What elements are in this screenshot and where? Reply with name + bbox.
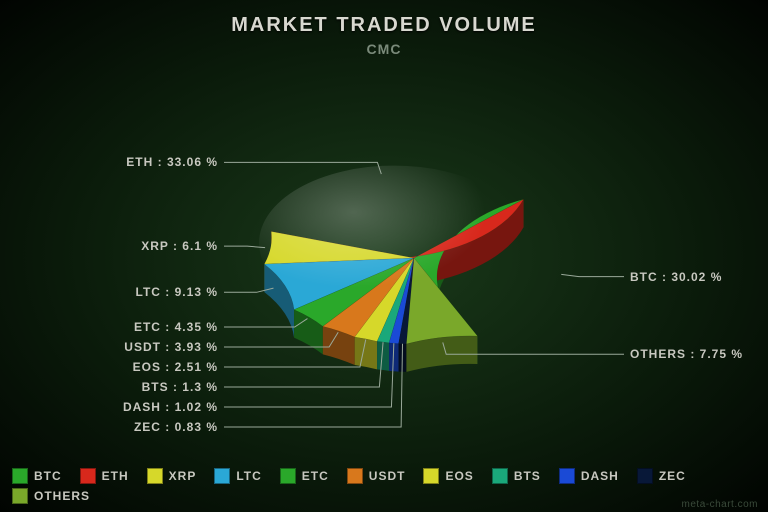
legend-label: ETC <box>302 469 329 483</box>
watermark: meta-chart.com <box>682 499 758 510</box>
legend-item-eos: EOS <box>423 468 473 484</box>
legend-swatch <box>147 468 163 484</box>
slice-label-bts: BTS : 1.3 % <box>142 380 218 394</box>
slice-label-dash: DASH : 1.02 % <box>123 400 218 414</box>
legend-label: OTHERS <box>34 489 90 503</box>
legend-label: BTC <box>34 469 62 483</box>
legend-item-zec: ZEC <box>637 468 686 484</box>
legend-swatch <box>12 488 28 504</box>
legend-swatch <box>214 468 230 484</box>
legend-swatch <box>559 468 575 484</box>
legend-label: USDT <box>369 469 406 483</box>
legend-item-eth: ETH <box>80 468 129 484</box>
legend-label: DASH <box>581 469 619 483</box>
legend-item-etc: ETC <box>280 468 329 484</box>
legend-swatch <box>423 468 439 484</box>
slice-label-btc: BTC : 30.02 % <box>630 270 722 284</box>
slice-label-usdt: USDT : 3.93 % <box>124 340 218 354</box>
pie-chart: BTC : 30.02 % OTHERS : 7.75 % ETH : 33.06 … <box>0 58 768 438</box>
legend-label: EOS <box>445 469 473 483</box>
legend-swatch <box>637 468 653 484</box>
legend-item-btc: BTC <box>12 468 62 484</box>
legend-swatch <box>280 468 296 484</box>
legend-label: ZEC <box>659 469 686 483</box>
legend-item-usdt: USDT <box>347 468 406 484</box>
slice-label-etc: ETC : 4.35 % <box>134 320 218 334</box>
legend-swatch <box>80 468 96 484</box>
legend-label: LTC <box>236 469 261 483</box>
chart-subtitle: CMC <box>0 41 768 57</box>
slice-label-ltc: LTC : 9.13 % <box>136 285 218 299</box>
slice-label-zec: ZEC : 0.83 % <box>134 420 218 434</box>
legend-item-bts: BTS <box>492 468 541 484</box>
slice-label-eos: EOS : 2.51 % <box>133 360 218 374</box>
legend-swatch <box>12 468 28 484</box>
legend-label: XRP <box>169 469 197 483</box>
legend-swatch <box>347 468 363 484</box>
slice-label-xrp: XRP : 6.1 % <box>141 239 218 253</box>
legend-label: ETH <box>102 469 129 483</box>
slice-label-eth: ETH : 33.06 % <box>126 155 218 169</box>
legend-item-ltc: LTC <box>214 468 261 484</box>
legend-item-others: OTHERS <box>12 488 90 504</box>
chart-title: MARKET TRADED VOLUME <box>0 0 768 37</box>
legend-item-xrp: XRP <box>147 468 197 484</box>
legend-swatch <box>492 468 508 484</box>
slice-label-others: OTHERS : 7.75 % <box>630 347 743 361</box>
legend-label: BTS <box>514 469 541 483</box>
legend-item-dash: DASH <box>559 468 619 484</box>
legend: BTC ETH XRP LTC ETC USDT EOS BTS DASH ZEC OTHERS <box>12 468 756 504</box>
